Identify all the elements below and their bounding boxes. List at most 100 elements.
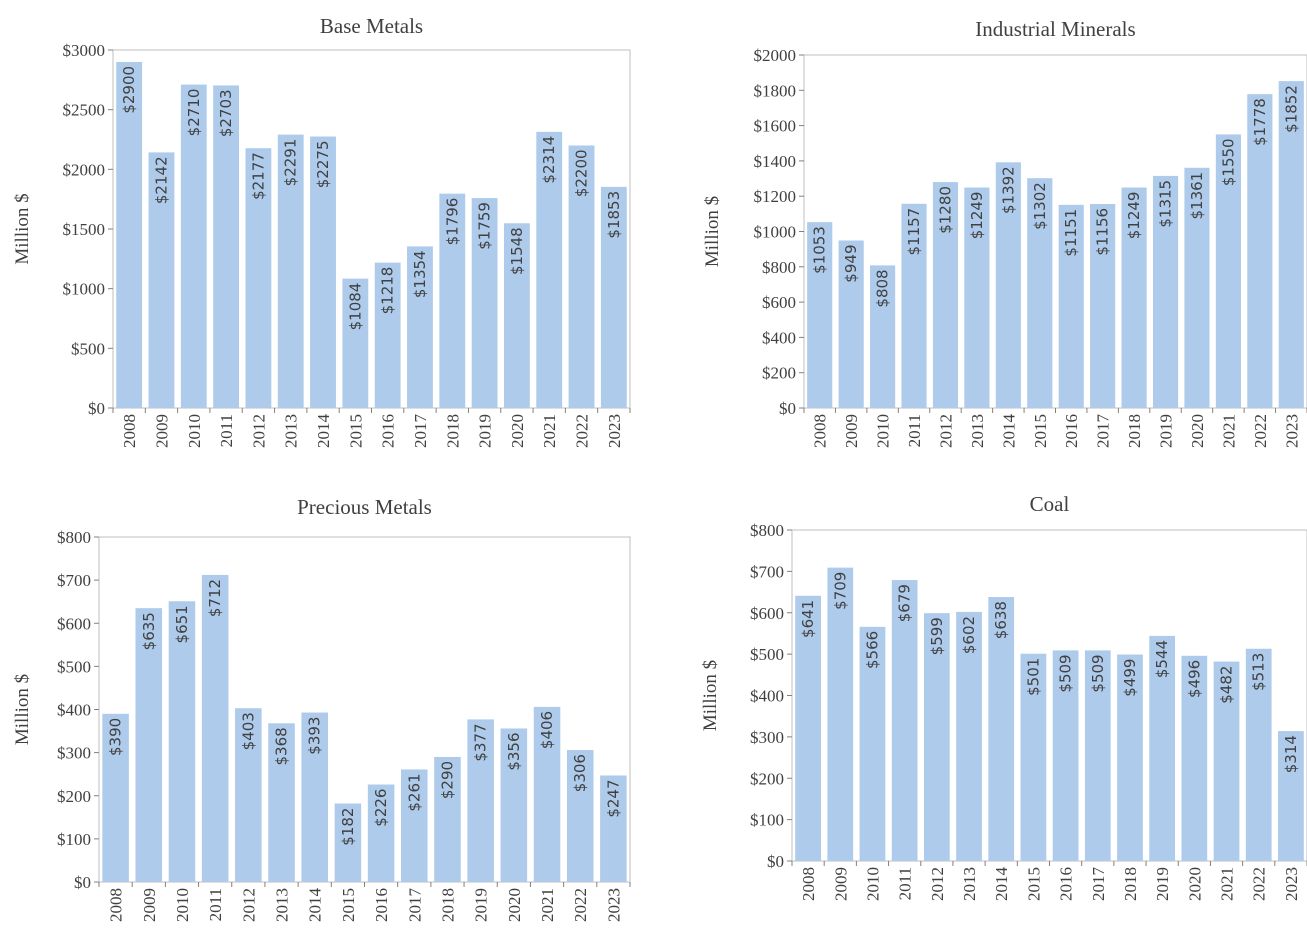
industrial-minerals-data-label: $1778	[1251, 98, 1269, 146]
industrial-minerals-bar	[1058, 204, 1084, 408]
industrial-minerals-data-label: $1280	[936, 186, 954, 234]
coal-x-tick-label: 2012	[928, 867, 947, 901]
coal-chart: Coal Million $ $0 $100 $200 $300 $400 $500 $600 $…	[700, 492, 1307, 901]
base-metals-x-tick-label: 2020	[508, 414, 527, 448]
base-metals-x-tick-label: 2011	[217, 414, 236, 447]
coal-x-tick-label: 2010	[863, 867, 882, 901]
coal-x-tick-label: 2016	[1057, 867, 1076, 901]
precious-metals-y-tick-label: $100	[57, 830, 91, 849]
coal-data-label: $566	[863, 631, 881, 669]
coal-bar	[1245, 648, 1272, 861]
industrial-minerals-y-tick-label: $1400	[754, 152, 797, 171]
base-metals-bar	[536, 131, 563, 408]
industrial-minerals-x-tick-label: 2019	[1157, 414, 1176, 448]
coal-data-label: $499	[1121, 659, 1139, 697]
base-metals-data-label: $1796	[443, 198, 461, 246]
coal-bar	[1278, 731, 1304, 861]
coal-bar	[1149, 635, 1176, 861]
base-metals-bar	[116, 61, 143, 408]
base-metals-bar	[503, 223, 530, 408]
precious-metals-y-tick-label: $700	[57, 571, 91, 590]
coal-data-label: $513	[1250, 653, 1268, 691]
coal-x-tick-label: 2020	[1185, 867, 1204, 901]
industrial-minerals-bar	[1215, 134, 1241, 409]
precious-metals-data-label: $712	[206, 579, 224, 617]
industrial-minerals-y-tick-label: $1000	[754, 223, 797, 242]
industrial-minerals-bar	[807, 222, 833, 408]
industrial-minerals-bar	[1027, 178, 1053, 408]
precious-metals-x-tick-label: 2012	[239, 888, 258, 922]
precious-metals-data-label: $247	[604, 779, 622, 817]
precious-metals-bar	[533, 706, 561, 882]
base-metals-x-tick-label: 2008	[120, 414, 139, 448]
base-metals-x-tick-label: 2014	[314, 414, 333, 449]
base-metals-x-tick-label: 2022	[573, 414, 592, 448]
coal-data-label: $544	[1153, 640, 1171, 678]
industrial-minerals-data-label: $1315	[1157, 180, 1175, 228]
base-metals-x-tick-label: 2012	[249, 414, 268, 448]
coal-title: Coal	[1030, 492, 1070, 516]
precious-metals-bar	[434, 756, 461, 882]
coal-bar	[1181, 655, 1208, 861]
base-metals-data-label: $2703	[217, 89, 235, 137]
industrial-minerals-x-tick-label: 2017	[1094, 414, 1113, 449]
precious-metals-bar	[168, 601, 196, 882]
base-metals-y-tick-label: $1500	[63, 220, 106, 239]
coal-x-tick-label: 2017	[1089, 867, 1108, 902]
industrial-minerals-x-tick-label: 2014	[999, 414, 1018, 449]
coal-data-label: $496	[1185, 660, 1203, 698]
coal-data-label: $641	[799, 600, 817, 638]
coal-y-tick-label: $400	[750, 687, 784, 706]
industrial-minerals-bar	[1090, 203, 1116, 408]
precious-metals-y-tick-label: $200	[57, 787, 91, 806]
coal-y-tick-label: $700	[750, 562, 784, 581]
industrial-minerals-x-tick-label: 2012	[936, 414, 955, 448]
precious-metals-data-label: $403	[239, 712, 257, 750]
base-metals-bar	[439, 193, 466, 408]
coal-data-label: $599	[928, 617, 946, 655]
coal-bar	[988, 597, 1015, 861]
coal-bar	[1213, 661, 1240, 861]
base-metals-bar	[374, 262, 401, 408]
industrial-minerals-x-tick-label: 2008	[811, 414, 830, 448]
base-metals-data-label: $2177	[249, 152, 267, 200]
base-metals-bar	[471, 198, 498, 408]
precious-metals-x-tick-label: 2008	[107, 888, 126, 922]
precious-metals-data-label: $306	[571, 754, 589, 792]
base-metals-y-axis-label: Million $	[12, 193, 33, 264]
base-metals-y-tick-label: $0	[88, 399, 105, 418]
precious-metals-x-tick-label: 2018	[438, 888, 457, 922]
base-metals-bar	[342, 278, 369, 408]
base-metals-x-tick-label: 2013	[282, 414, 301, 448]
coal-bar	[1117, 654, 1143, 861]
precious-metals-data-label: $261	[405, 773, 423, 811]
precious-metals-data-label: $651	[173, 605, 191, 643]
base-metals-y-tick-label: $3000	[63, 41, 106, 60]
base-metals-x-tick-label: 2021	[540, 414, 559, 448]
coal-bar	[1052, 650, 1079, 861]
base-metals-data-label: $2291	[282, 139, 300, 187]
precious-metals-x-tick-label: 2013	[273, 888, 292, 922]
precious-metals-bar	[102, 713, 129, 882]
coal-y-tick-label: $0	[767, 852, 784, 871]
precious-metals-chart: Precious Metals Million $ $0 $100 $200 $300 $4…	[12, 495, 631, 922]
base-metals-y-tick-label: $2500	[63, 101, 106, 120]
coal-x-tick-label: 2019	[1153, 867, 1172, 901]
base-metals-data-label: $2142	[152, 156, 170, 204]
precious-metals-data-label: $226	[372, 789, 390, 827]
precious-metals-x-tick-label: 2021	[538, 888, 557, 922]
industrial-minerals-bar	[1184, 167, 1210, 408]
industrial-minerals-data-label: $1156	[1094, 208, 1112, 256]
base-metals-chart: Base Metals Million $ $0 $500 $1000 $1500 $200…	[12, 14, 631, 449]
industrial-minerals-x-tick-label: 2021	[1219, 414, 1238, 448]
industrial-minerals-y-tick-label: $1200	[754, 187, 797, 206]
coal-data-label: $482	[1218, 666, 1236, 704]
industrial-minerals-data-label: $1249	[1125, 192, 1143, 240]
industrial-minerals-data-label: $1302	[1031, 182, 1049, 230]
base-metals-x-tick-label: 2010	[185, 414, 204, 448]
industrial-minerals-bar	[901, 203, 927, 408]
base-metals-bar	[213, 85, 240, 408]
precious-metals-bar	[301, 712, 328, 882]
base-metals-data-label: $2710	[185, 89, 203, 137]
